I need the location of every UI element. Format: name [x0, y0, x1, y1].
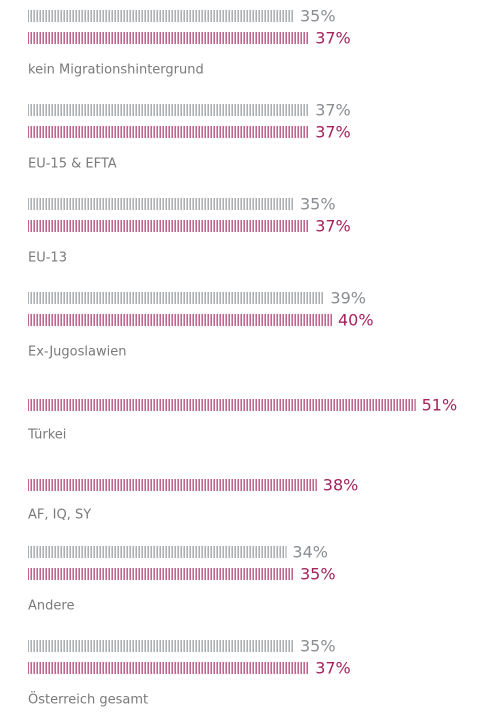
- category-label: Andere: [28, 599, 74, 614]
- category-label: EU-15 & EFTA: [28, 157, 117, 172]
- value-label: 37%: [315, 123, 351, 142]
- value-label: 51%: [422, 396, 458, 415]
- bar: [28, 10, 294, 22]
- bar: [28, 640, 294, 652]
- bar: [28, 479, 317, 491]
- value-label: 37%: [315, 101, 351, 120]
- bar: [28, 198, 294, 210]
- value-label: 38%: [323, 476, 359, 495]
- bar: [28, 662, 310, 674]
- category-label: Österreich gesamt: [28, 691, 148, 708]
- value-label: 37%: [315, 659, 351, 678]
- bar: [28, 399, 416, 411]
- category-label: Türkei: [27, 428, 66, 443]
- value-label: 37%: [315, 217, 351, 236]
- bar: [28, 314, 332, 326]
- bar: [28, 568, 294, 580]
- category-label: kein Migrationshintergrund: [28, 63, 204, 78]
- value-label: 40%: [338, 311, 374, 330]
- bar: [28, 546, 287, 558]
- value-label: 34%: [292, 543, 328, 562]
- bar: [28, 292, 325, 304]
- bar: [28, 126, 310, 138]
- value-label: 35%: [300, 637, 336, 656]
- category-label: AF, IQ, SY: [28, 508, 91, 523]
- value-label: 37%: [315, 29, 351, 48]
- bar: [28, 32, 310, 44]
- bar: [28, 220, 310, 232]
- value-label: 35%: [300, 7, 336, 26]
- category-label: Ex-Jugoslawien: [28, 345, 126, 360]
- category-label: EU-13: [28, 251, 67, 266]
- bar: [28, 104, 310, 116]
- value-label: 35%: [300, 195, 336, 214]
- value-label: 39%: [330, 289, 366, 308]
- value-label: 35%: [300, 565, 336, 584]
